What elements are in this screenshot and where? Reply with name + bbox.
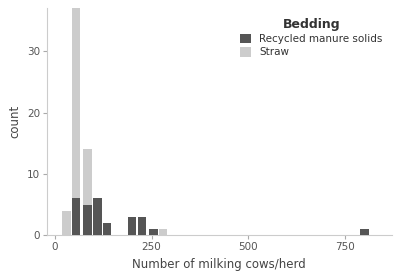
Bar <box>360 229 369 235</box>
Bar <box>138 217 146 235</box>
Bar <box>83 205 92 235</box>
Bar <box>159 229 168 235</box>
Y-axis label: count: count <box>8 105 21 138</box>
Bar <box>93 205 102 235</box>
Bar <box>72 198 80 235</box>
Bar <box>62 211 70 235</box>
Legend: Recycled manure solids, Straw: Recycled manure solids, Straw <box>236 14 386 62</box>
Bar <box>103 223 111 235</box>
Bar <box>93 198 102 235</box>
Bar <box>72 8 80 235</box>
Bar <box>128 217 136 235</box>
X-axis label: Number of milking cows/herd: Number of milking cows/herd <box>132 258 306 271</box>
Bar <box>149 229 158 235</box>
Bar <box>83 149 92 235</box>
